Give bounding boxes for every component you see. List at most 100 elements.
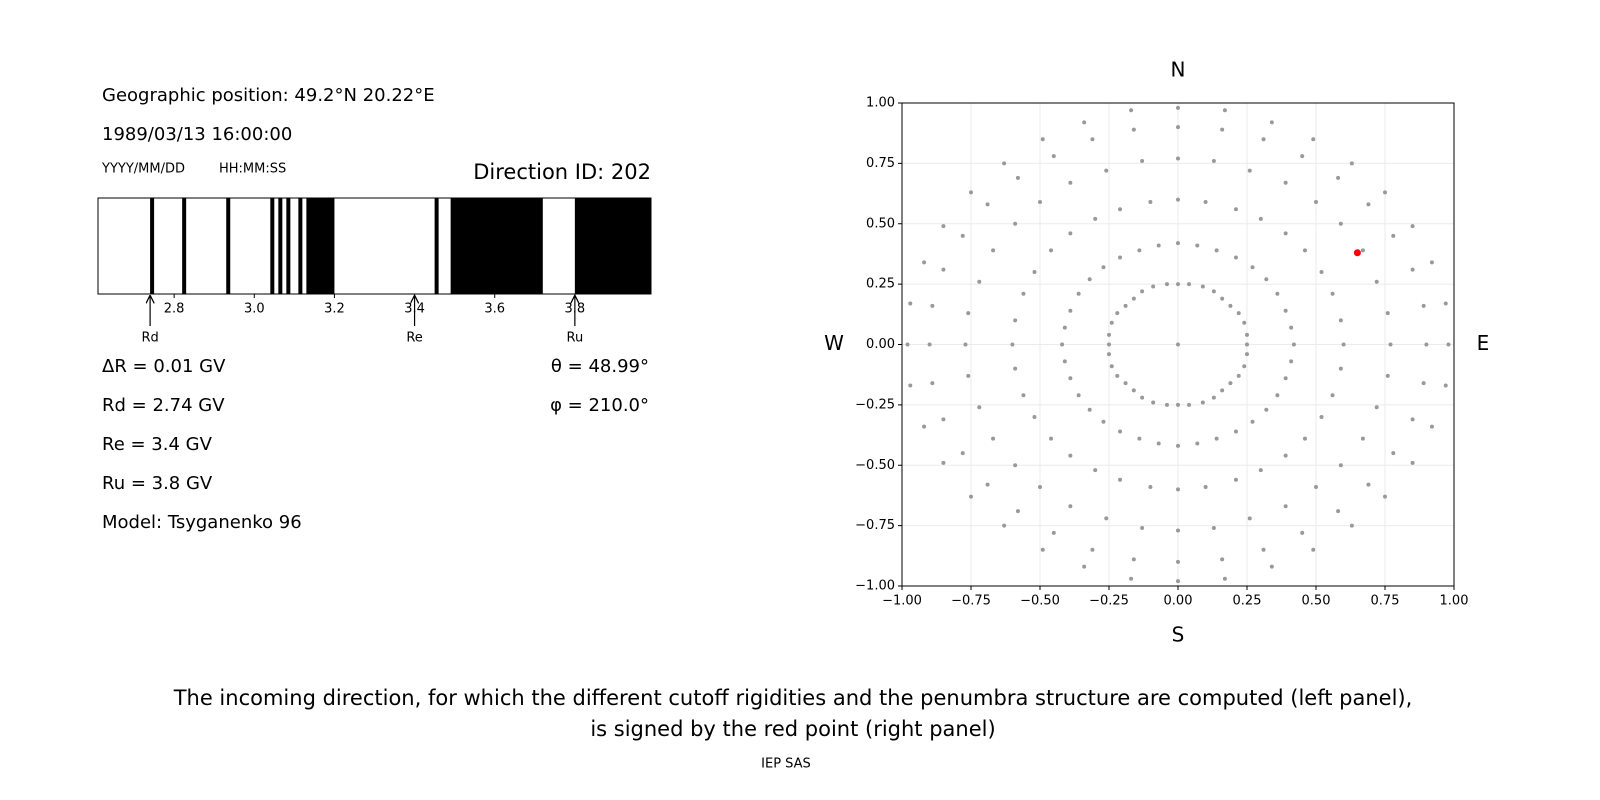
direction-point xyxy=(1015,509,1020,514)
rigidity-label: Re xyxy=(406,331,422,346)
x-tick-label: −0.50 xyxy=(1020,594,1060,609)
direction-point xyxy=(1443,301,1448,306)
direction-point xyxy=(1115,373,1120,378)
direction-point xyxy=(1261,547,1266,552)
direction-point xyxy=(1076,291,1081,296)
direction-point xyxy=(1104,168,1109,173)
direction-point xyxy=(1247,168,1252,173)
direction-point xyxy=(1195,441,1200,446)
direction-point xyxy=(1115,311,1120,316)
y-tick-label: 0.25 xyxy=(866,277,895,292)
y-tick-label: 0.50 xyxy=(866,216,895,231)
direction-point xyxy=(941,460,946,465)
direction-point xyxy=(1156,441,1161,446)
direction-point xyxy=(1388,342,1393,347)
direction-point xyxy=(1107,352,1111,357)
selected-direction xyxy=(1353,249,1361,257)
direction-point xyxy=(960,233,965,238)
direction-point xyxy=(1068,308,1073,313)
direction-point xyxy=(1176,342,1180,347)
direction-point xyxy=(1032,414,1037,419)
direction-point xyxy=(1233,429,1238,434)
direction-point xyxy=(1087,407,1092,412)
direction-point xyxy=(1076,393,1081,398)
direction-point xyxy=(1385,373,1390,378)
datetime: 1989/03/13 16:00:00 xyxy=(102,124,292,145)
ru-text: Ru = 3.8 GV xyxy=(102,473,213,494)
direction-point xyxy=(1176,241,1180,246)
direction-point xyxy=(927,342,932,347)
y-tick-label: −0.75 xyxy=(855,518,895,533)
direction-point xyxy=(1424,342,1429,347)
direction-point xyxy=(1013,463,1018,468)
direction-point xyxy=(1176,197,1180,202)
direction-point xyxy=(1410,417,1415,422)
direction-point xyxy=(1176,105,1180,110)
re-text: Re = 3.4 GV xyxy=(102,434,213,455)
direction-point xyxy=(1203,200,1208,205)
direction-point xyxy=(1383,190,1387,195)
direction-point xyxy=(1176,402,1180,407)
direction-point xyxy=(941,224,946,229)
direction-point xyxy=(1446,342,1451,347)
direction-point xyxy=(1264,407,1269,412)
direction-point xyxy=(1283,504,1288,509)
x-tick-label: −0.75 xyxy=(951,594,991,609)
direction-point xyxy=(1123,381,1128,386)
direction-point xyxy=(1300,530,1305,535)
direction-point xyxy=(1338,221,1343,226)
direction-point xyxy=(1148,484,1153,489)
direction-point xyxy=(1319,270,1324,275)
direction-point xyxy=(941,417,946,422)
x-tick-label: 0.50 xyxy=(1302,594,1331,609)
direction-point xyxy=(977,405,982,410)
direction-point xyxy=(1291,342,1296,347)
direction-point xyxy=(1104,516,1109,521)
direction-point xyxy=(1330,291,1335,296)
direction-point xyxy=(1195,243,1200,248)
direction-point xyxy=(1051,530,1056,535)
direction-point xyxy=(1391,451,1396,456)
direction-point xyxy=(1101,265,1106,270)
footer: IEP SAS xyxy=(761,757,811,772)
direction-point xyxy=(905,342,910,347)
axes-frame xyxy=(901,102,1455,587)
direction-point xyxy=(1101,419,1106,424)
direction-point xyxy=(1300,154,1305,159)
axes-frame xyxy=(97,197,652,295)
direction-point xyxy=(1360,248,1365,253)
direction-point xyxy=(1360,436,1365,441)
y-tick-label: 0.00 xyxy=(866,337,895,352)
direction-point xyxy=(1109,364,1114,369)
direction-point xyxy=(930,381,935,386)
direction-point xyxy=(908,301,913,306)
direction-point xyxy=(1245,342,1249,347)
direction-point xyxy=(1211,526,1216,531)
direction-point xyxy=(963,342,968,347)
direction-point xyxy=(1275,291,1280,296)
time-format: HH:MM:SS xyxy=(219,162,286,177)
direction-point xyxy=(1336,175,1341,180)
direction-point xyxy=(1013,221,1018,226)
direction-point xyxy=(1429,260,1434,265)
direction-point xyxy=(922,260,927,265)
direction-point xyxy=(1118,255,1123,260)
forbidden-band xyxy=(434,198,439,294)
direction-point xyxy=(1211,158,1216,163)
direction-point xyxy=(1349,161,1354,166)
forbidden-band xyxy=(278,198,283,294)
forbidden-band xyxy=(286,198,291,294)
x-tick-label: 1.00 xyxy=(1440,594,1469,609)
direction-point xyxy=(1021,291,1026,296)
direction-point xyxy=(1247,516,1252,521)
direction-point xyxy=(1283,231,1288,236)
direction-point xyxy=(1421,381,1426,386)
direction-point xyxy=(1049,436,1054,441)
date-format: YYYY/MM/DD xyxy=(101,162,185,177)
direction-point xyxy=(1338,318,1343,323)
direction-point xyxy=(1010,342,1015,347)
delta-r: ΔR = 0.01 GV xyxy=(102,356,226,377)
forbidden-band xyxy=(270,198,275,294)
direction-point xyxy=(1164,282,1169,287)
